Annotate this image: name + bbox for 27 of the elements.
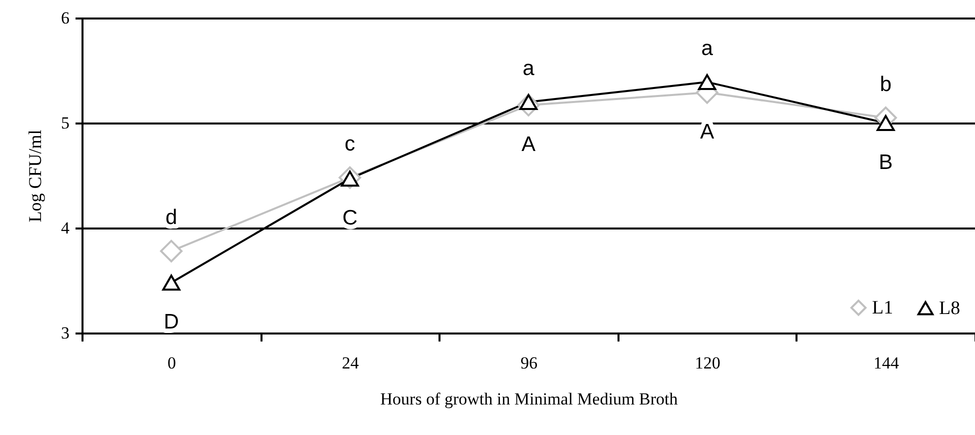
x-tick-label: 120 [694, 354, 720, 372]
point [162, 274, 180, 291]
annotation: D [164, 310, 179, 334]
y-tick-label: 6 [61, 8, 70, 28]
annotation: d [165, 206, 178, 230]
annotation: a [522, 57, 535, 80]
annotation: B [878, 151, 893, 174]
annotation: A [521, 133, 536, 156]
x-axis-title: Hours of growth in Minimal Medium Broth [380, 390, 678, 408]
point [698, 74, 716, 90]
y-tick-label: 3 [61, 324, 70, 342]
legend-label: L1 [872, 298, 894, 319]
y-axis-title: Log CFU/ml [25, 130, 45, 222]
x-tick-label: 96 [520, 354, 538, 372]
annotation: c [344, 132, 356, 156]
annotation: A [700, 120, 714, 144]
x-tick-label: 24 [342, 354, 360, 372]
x-tick-label: 0 [168, 354, 176, 372]
annotation: a [701, 37, 714, 60]
annotation: b [880, 72, 892, 96]
point [160, 240, 183, 262]
annotation: C [342, 206, 358, 230]
legend-label: L8 [939, 298, 960, 320]
y-tick-label: 5 [61, 114, 70, 132]
point [876, 115, 895, 131]
y-tick-label: 4 [61, 218, 70, 238]
x-tick-label: 144 [873, 354, 900, 372]
